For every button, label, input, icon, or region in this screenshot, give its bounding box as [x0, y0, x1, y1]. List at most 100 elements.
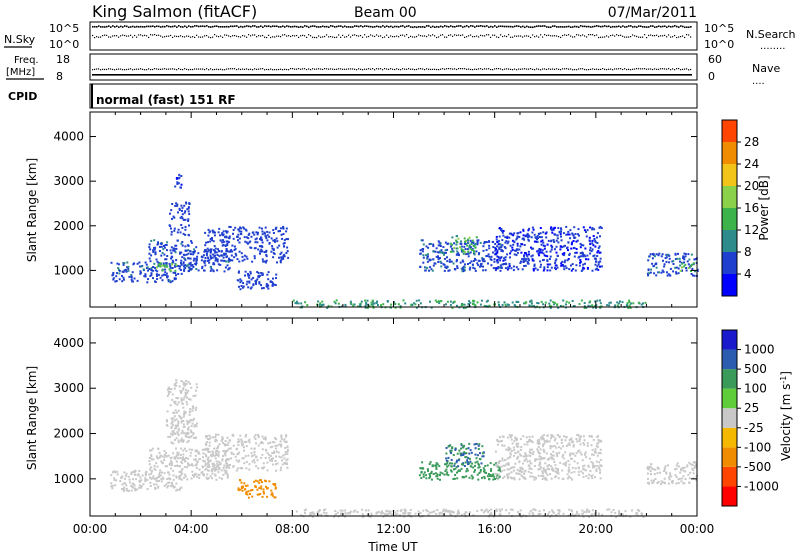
heatmap-cell [242, 443, 244, 446]
heatmap-cell [530, 440, 533, 443]
nsearch-point [520, 35, 522, 37]
nsky-point [666, 26, 668, 29]
heatmap-cell [469, 449, 472, 452]
heatmap-cell [319, 302, 322, 305]
heatmap-cell [555, 446, 558, 449]
nave-point [200, 68, 202, 70]
freq-point [254, 74, 256, 76]
heatmap-cell [260, 245, 263, 248]
heatmap-cell [446, 471, 449, 474]
nsky-point [388, 26, 390, 28]
heatmap-cell [451, 250, 454, 253]
heatmap-cell [221, 437, 224, 440]
heatmap-cell [182, 388, 185, 391]
freq-point [258, 74, 260, 76]
heatmap-cell [121, 270, 124, 273]
nave-point [388, 68, 390, 71]
heatmap-cell [453, 477, 456, 480]
nave-point [482, 68, 484, 71]
nsky-point [236, 25, 238, 27]
heatmap-cell [195, 383, 198, 386]
nsky-point [668, 25, 670, 28]
nsearch-point [604, 36, 606, 38]
heatmap-cell [181, 468, 184, 470]
heatmap-cell [531, 259, 534, 262]
heatmap-cell [481, 452, 484, 455]
heatmap-cell [174, 263, 177, 265]
heatmap-cell [519, 468, 522, 471]
heatmap-cell [461, 259, 464, 262]
nsearch-point [252, 34, 254, 36]
nsky-point [160, 26, 162, 28]
heatmap-cell [447, 456, 450, 459]
nave-point [462, 68, 464, 70]
heatmap-cell [469, 251, 472, 254]
nsky-point [94, 25, 96, 28]
heatmap-cell [156, 457, 159, 459]
nsearch-point [664, 34, 666, 36]
heatmap-cell [568, 301, 571, 304]
nave-point [434, 68, 436, 70]
heatmap-cell [563, 435, 565, 438]
heatmap-cell [130, 489, 133, 492]
heatmap-cell [242, 457, 245, 460]
heatmap-cell [228, 458, 231, 461]
heatmap-cell [237, 441, 239, 444]
heatmap-cell [590, 475, 593, 478]
heatmap-cell [477, 239, 480, 242]
heatmap-cell [696, 270, 699, 272]
heatmap-cell [380, 304, 382, 307]
heatmap-cell [551, 467, 554, 470]
heatmap-cell [534, 458, 537, 461]
heatmap-cell [530, 448, 533, 451]
heatmap-cell [432, 264, 435, 267]
heatmap-cell [423, 471, 426, 474]
heatmap-cell [529, 510, 532, 513]
heatmap-cell [528, 440, 530, 443]
heatmap-cell [227, 465, 230, 468]
freq-point [304, 74, 306, 76]
heatmap-cell [234, 226, 237, 229]
heatmap-cell [560, 438, 563, 441]
heatmap-cell [334, 302, 337, 305]
freq-point [362, 74, 364, 76]
heatmap-cell [626, 302, 629, 305]
heatmap-cell [458, 469, 461, 472]
heatmap-cell [533, 265, 536, 267]
nave-point [134, 68, 136, 70]
nave-point [202, 68, 204, 70]
heatmap-cell [574, 454, 577, 457]
heatmap-cell [170, 422, 173, 425]
nsky-point [640, 25, 642, 28]
heatmap-cell [172, 215, 175, 218]
freq-point [108, 74, 110, 76]
heatmap-cell [546, 243, 549, 246]
heatmap-cell [646, 467, 649, 470]
heatmap-cell [187, 426, 190, 429]
heatmap-cell [252, 284, 255, 287]
heatmap-cell [152, 458, 155, 461]
heatmap-cell [166, 481, 169, 484]
heatmap-cell [578, 440, 581, 443]
heatmap-cell [587, 465, 590, 468]
heatmap-cell [221, 459, 224, 462]
heatmap-cell [691, 464, 694, 466]
nsearch-point [548, 34, 550, 36]
heatmap-cell [596, 251, 599, 254]
heatmap-cell [501, 250, 504, 253]
heatmap-cell [520, 474, 523, 477]
heatmap-cell [456, 304, 458, 307]
nave-point [432, 68, 434, 71]
nsearch-point [466, 36, 468, 38]
heatmap-cell [175, 411, 178, 414]
nsearch-point [560, 36, 562, 38]
heatmap-cell [261, 258, 264, 261]
freq-point [656, 74, 658, 76]
nave-point [158, 68, 160, 70]
heatmap-cell [150, 454, 153, 457]
heatmap-cell [560, 442, 563, 444]
heatmap-cell [471, 239, 474, 242]
heatmap-cell [522, 455, 525, 458]
heatmap-cell [186, 265, 189, 268]
heatmap-cell [449, 303, 452, 306]
